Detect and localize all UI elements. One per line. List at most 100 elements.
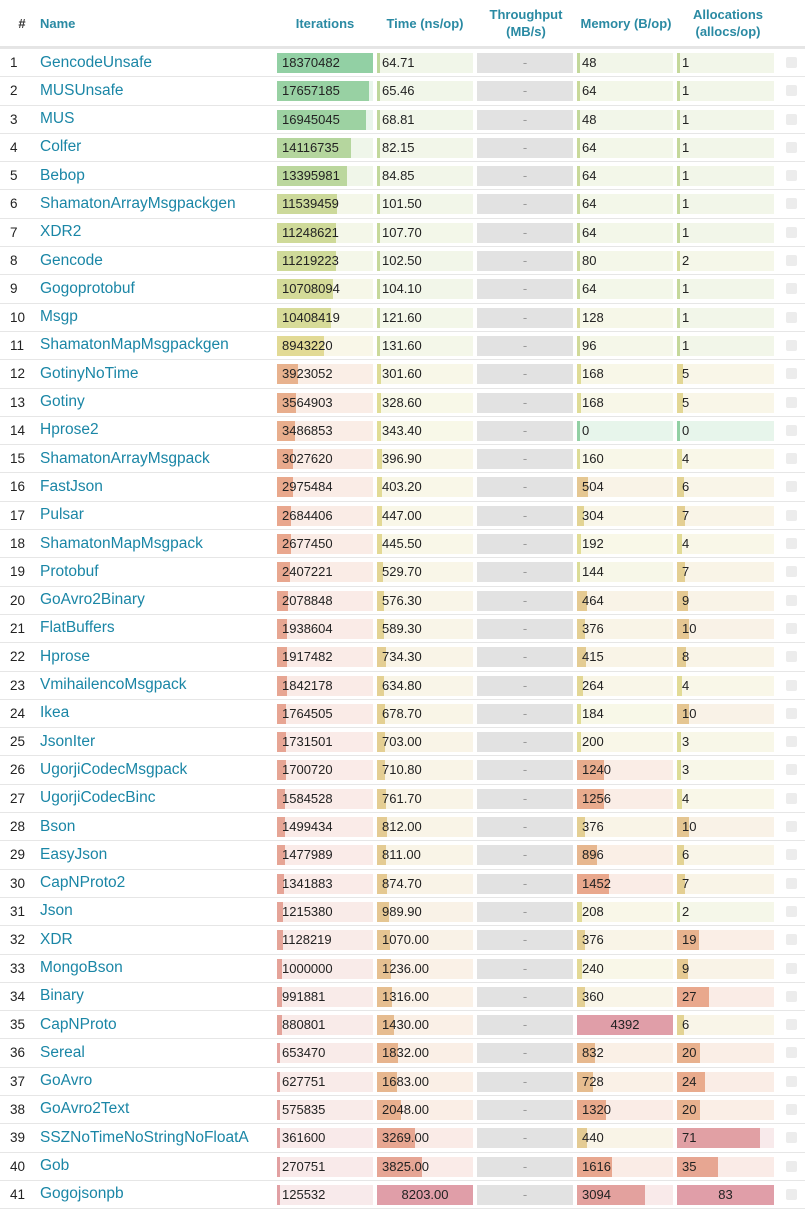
col-memory-header[interactable]: Memory (B/op) — [580, 15, 672, 31]
serializer-name-link[interactable]: GoAvro2Text — [40, 1100, 130, 1118]
col-allocations-header[interactable]: Allocations (allocs/op) — [692, 7, 764, 39]
row-select-checkbox[interactable] — [786, 283, 797, 295]
time-value: 121.60 — [382, 309, 422, 325]
row-select-checkbox[interactable] — [786, 1132, 797, 1144]
serializer-name-link[interactable]: Json — [40, 902, 73, 920]
row-select-checkbox[interactable] — [786, 594, 797, 606]
time-value: 529.70 — [382, 564, 422, 580]
serializer-name-link[interactable]: UgorjiCodecBinc — [40, 789, 156, 807]
serializer-name-link[interactable]: Gob — [40, 1157, 70, 1175]
serializer-name-link[interactable]: Hprose2 — [40, 421, 99, 439]
serializer-name-link[interactable]: FastJson — [40, 477, 103, 495]
row-select-checkbox[interactable] — [786, 934, 797, 946]
row-select-checkbox[interactable] — [786, 198, 797, 210]
col-iterations-header[interactable]: Iterations — [295, 15, 355, 31]
serializer-name-link[interactable]: Bson — [40, 817, 76, 835]
allocations-cell: 6 — [677, 477, 774, 498]
row-select-checkbox[interactable] — [786, 311, 797, 323]
col-time-header[interactable]: Time (ns/op) — [386, 15, 464, 31]
row-select-checkbox[interactable] — [786, 396, 797, 408]
throughput-value: - — [522, 422, 528, 438]
row-select-checkbox[interactable] — [786, 877, 797, 889]
row-select-checkbox[interactable] — [786, 1188, 797, 1200]
row-select-checkbox[interactable] — [786, 962, 797, 974]
row-select-checkbox[interactable] — [786, 339, 797, 351]
serializer-name-link[interactable]: ShamatonArrayMsgpack — [40, 449, 210, 467]
serializer-name-link[interactable]: Sereal — [40, 1043, 85, 1061]
row-select-checkbox[interactable] — [786, 566, 797, 578]
iterations-cell: 3027620 — [277, 449, 373, 470]
serializer-name-link[interactable]: SSZNoTimeNoStringNoFloatA — [40, 1128, 249, 1146]
row-select-checkbox[interactable] — [786, 170, 797, 182]
row-select-checkbox[interactable] — [786, 679, 797, 691]
serializer-name-link[interactable]: JsonIter — [40, 732, 96, 750]
row-select-checkbox[interactable] — [786, 990, 797, 1002]
row-select-checkbox[interactable] — [786, 1075, 797, 1087]
serializer-name-link[interactable]: FlatBuffers — [40, 619, 115, 637]
serializer-name-link[interactable]: Colfer — [40, 138, 82, 156]
serializer-name-link[interactable]: MUSUnsafe — [40, 81, 124, 99]
serializer-name-link[interactable]: Gencode — [40, 251, 103, 269]
serializer-name-link[interactable]: GencodeUnsafe — [40, 53, 153, 71]
serializer-name-link[interactable]: ShamatonArrayMsgpackgen — [40, 194, 236, 212]
memory-bar — [577, 703, 582, 724]
serializer-name-link[interactable]: Gotiny — [40, 393, 85, 411]
serializer-name-link[interactable]: Bebop — [40, 166, 85, 184]
serializer-name-link[interactable]: MongoBson — [40, 959, 123, 976]
row-select-checkbox[interactable] — [786, 821, 797, 833]
serializer-name-link[interactable]: XDR — [40, 930, 73, 948]
row-select-checkbox[interactable] — [786, 764, 797, 776]
serializer-name-link[interactable]: Gogojsonpb — [40, 1185, 124, 1203]
serializer-name-link[interactable]: Binary — [40, 987, 84, 1005]
serializer-name-link[interactable]: Pulsar — [40, 506, 84, 524]
row-select-checkbox[interactable] — [786, 424, 797, 436]
row-select-checkbox[interactable] — [786, 622, 797, 634]
row-select-checkbox[interactable] — [786, 226, 797, 238]
memory-cell: 376 — [577, 930, 673, 951]
row-select-checkbox[interactable] — [786, 1019, 797, 1031]
serializer-name-link[interactable]: ShamatonMapMsgpackgen — [40, 336, 229, 354]
row-select-checkbox[interactable] — [786, 1047, 797, 1059]
row-select-checkbox[interactable] — [786, 141, 797, 153]
serializer-name-link[interactable]: GoAvro — [40, 1072, 93, 1090]
serializer-name-link[interactable]: Msgp — [40, 308, 78, 326]
serializer-name-link[interactable]: Hprose — [40, 647, 90, 665]
table-row: 20 GoAvro2Binary 2078848 576.30 - 464 9 — [0, 587, 805, 615]
serializer-name-link[interactable]: XDR2 — [40, 223, 82, 241]
row-select-checkbox[interactable] — [786, 85, 797, 97]
row-select-checkbox[interactable] — [786, 792, 797, 804]
iterations-value: 1917482 — [282, 649, 333, 665]
serializer-name-link[interactable]: MUS — [40, 110, 75, 128]
time-cell: 761.70 — [377, 788, 473, 809]
row-select-checkbox[interactable] — [786, 707, 797, 719]
row-select-checkbox[interactable] — [786, 1160, 797, 1172]
row-select-checkbox[interactable] — [786, 849, 797, 861]
row-select-checkbox[interactable] — [786, 1103, 797, 1115]
row-select-checkbox[interactable] — [786, 368, 797, 380]
serializer-name-link[interactable]: EasyJson — [40, 845, 108, 863]
serializer-name-link[interactable]: Gogoprotobuf — [40, 279, 135, 297]
serializer-name-link[interactable]: CapNProto2 — [40, 874, 126, 892]
col-index-header[interactable]: # — [18, 15, 26, 31]
serializer-name-link[interactable]: ShamatonMapMsgpack — [40, 534, 203, 552]
col-throughput-header[interactable]: Throughput (MB/s) — [489, 7, 563, 39]
serializer-name-link[interactable]: Ikea — [40, 704, 70, 722]
serializer-name-link[interactable]: CapNProto — [40, 1015, 117, 1033]
row-select-checkbox[interactable] — [786, 905, 797, 917]
serializer-name-link[interactable]: GoAvro2Binary — [40, 591, 145, 609]
row-select-checkbox[interactable] — [786, 113, 797, 125]
row-select-checkbox[interactable] — [786, 538, 797, 550]
row-select-checkbox[interactable] — [786, 481, 797, 493]
serializer-name-link[interactable]: UgorjiCodecMsgpack — [40, 760, 188, 778]
serializer-name-link[interactable]: VmihailencoMsgpack — [40, 676, 187, 694]
col-name-header[interactable]: Name — [40, 15, 76, 31]
serializer-name-link[interactable]: GotinyNoTime — [40, 364, 139, 382]
allocations-bar — [677, 845, 684, 866]
row-select-checkbox[interactable] — [786, 453, 797, 465]
row-select-checkbox[interactable] — [786, 651, 797, 663]
row-select-checkbox[interactable] — [786, 57, 797, 68]
row-select-checkbox[interactable] — [786, 255, 797, 267]
row-select-checkbox[interactable] — [786, 509, 797, 521]
serializer-name-link[interactable]: Protobuf — [40, 562, 99, 580]
row-select-checkbox[interactable] — [786, 736, 797, 748]
